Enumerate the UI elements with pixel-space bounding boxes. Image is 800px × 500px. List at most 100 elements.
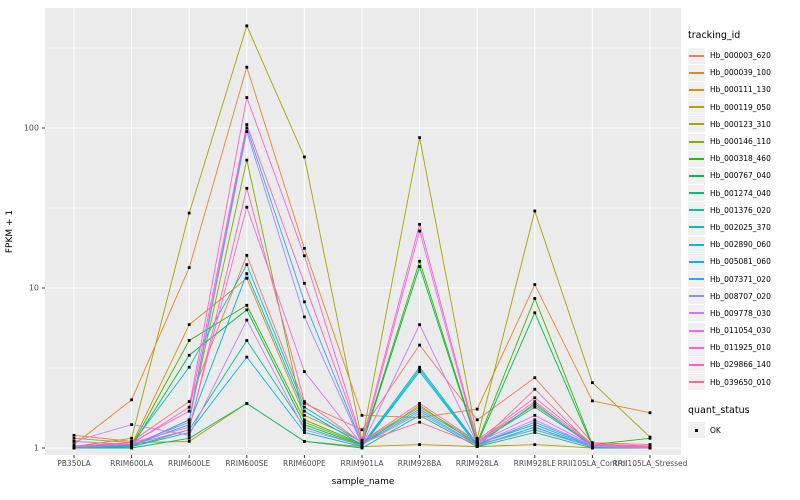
data-point bbox=[187, 365, 191, 369]
legend-item: Hb_007371_020 bbox=[688, 270, 800, 288]
data-point bbox=[533, 405, 537, 409]
legend-item-label: Hb_002025_370 bbox=[710, 222, 771, 232]
x-tick-label: RRIM600SE bbox=[225, 459, 268, 468]
data-point bbox=[303, 431, 306, 434]
data-point bbox=[72, 433, 76, 437]
legend-line-icon bbox=[689, 312, 704, 315]
legend-item: Hb_002025_370 bbox=[688, 219, 800, 236]
data-point bbox=[418, 323, 421, 327]
data-point bbox=[303, 155, 306, 159]
legend-item-label: Hb_000003_620 bbox=[710, 51, 771, 61]
data-point bbox=[245, 65, 249, 69]
data-point bbox=[591, 442, 594, 446]
data-point bbox=[533, 425, 537, 429]
data-point bbox=[130, 423, 133, 427]
data-point bbox=[245, 339, 249, 342]
data-point bbox=[72, 445, 76, 449]
legend-item-label: Hb_000146_110 bbox=[710, 137, 771, 147]
data-point bbox=[418, 409, 421, 413]
legend-line-icon bbox=[689, 174, 704, 177]
data-point bbox=[303, 401, 306, 405]
data-point bbox=[591, 444, 594, 448]
data-point bbox=[303, 428, 306, 432]
data-point bbox=[360, 441, 364, 445]
data-point bbox=[533, 420, 537, 424]
data-point bbox=[130, 441, 133, 445]
legend-key-swatch bbox=[688, 167, 705, 184]
legend-item: Hb_000111_130 bbox=[688, 81, 800, 98]
data-point bbox=[303, 418, 306, 422]
x-tick-label: RRIM901LA bbox=[341, 459, 385, 468]
data-point bbox=[533, 283, 537, 287]
data-point bbox=[418, 229, 421, 233]
data-point bbox=[418, 259, 421, 263]
legend-item-label: Hb_000123_310 bbox=[710, 119, 771, 129]
data-point bbox=[245, 24, 249, 28]
data-point bbox=[245, 318, 249, 322]
data-point bbox=[533, 403, 537, 407]
legend-item-label: Hb_011925_010 bbox=[710, 343, 771, 353]
legend-key-swatch bbox=[688, 99, 705, 116]
data-point bbox=[187, 433, 191, 437]
legend-line-icon bbox=[689, 192, 704, 195]
legend-key-swatch bbox=[688, 356, 705, 373]
legend-item-label: OK bbox=[710, 425, 721, 435]
legend-line-icon bbox=[689, 260, 704, 263]
data-point bbox=[418, 365, 421, 369]
legend-item-label: Hb_009778_030 bbox=[710, 308, 771, 318]
legend-line-icon bbox=[689, 243, 704, 246]
data-point bbox=[303, 246, 306, 250]
data-point bbox=[533, 387, 537, 391]
data-point bbox=[418, 413, 421, 417]
legend-item-label: Hb_039650_010 bbox=[710, 377, 771, 387]
data-point bbox=[418, 443, 421, 447]
legend-items-tracking: Hb_000003_620 Hb_000039_100 Hb_000111_130 H… bbox=[688, 47, 800, 391]
data-point bbox=[303, 315, 306, 319]
data-point bbox=[475, 443, 479, 447]
legend-key-swatch bbox=[688, 219, 705, 236]
legend-key-swatch bbox=[688, 322, 705, 339]
data-point bbox=[360, 443, 364, 447]
data-point bbox=[303, 400, 306, 403]
plot-panel bbox=[45, 8, 681, 455]
data-point bbox=[591, 399, 594, 403]
data-point bbox=[245, 355, 249, 359]
legend-item: Hb_029866_140 bbox=[688, 356, 800, 373]
legend-item-label: Hb_007371_020 bbox=[710, 274, 771, 284]
data-point bbox=[475, 418, 479, 422]
legend-line-icon bbox=[689, 329, 704, 332]
legend-item-label: Hb_000039_100 bbox=[710, 68, 771, 78]
data-point bbox=[303, 300, 306, 304]
data-point bbox=[245, 186, 249, 190]
data-point bbox=[591, 381, 594, 385]
data-point bbox=[303, 281, 306, 285]
data-point bbox=[418, 403, 421, 407]
legend-item: Hb_001274_040 bbox=[688, 185, 800, 202]
data-point bbox=[533, 401, 537, 405]
y-tick-label: 10 bbox=[29, 284, 39, 293]
data-point bbox=[533, 418, 537, 422]
x-axis-title: sample_name bbox=[332, 477, 395, 487]
data-point bbox=[303, 254, 306, 258]
legend-item-label: Hb_000318_460 bbox=[710, 154, 771, 164]
legend-item-label: Hb_001376_020 bbox=[710, 205, 771, 215]
x-tick-label: RRIM600LA bbox=[110, 459, 154, 468]
data-point bbox=[187, 405, 191, 409]
data-point bbox=[418, 405, 421, 409]
data-point bbox=[648, 436, 652, 440]
legend-key-swatch bbox=[688, 185, 705, 202]
quant-key-swatch bbox=[688, 422, 705, 439]
legend-item: Hb_000003_620 bbox=[688, 47, 800, 64]
data-point bbox=[245, 126, 249, 130]
data-point bbox=[533, 413, 537, 417]
data-point bbox=[187, 428, 191, 432]
data-point bbox=[533, 443, 537, 447]
data-point bbox=[648, 445, 652, 449]
data-point bbox=[533, 297, 537, 300]
legend-key-swatch bbox=[688, 271, 705, 288]
data-point bbox=[303, 409, 306, 413]
legend-item: Hb_000146_110 bbox=[688, 133, 800, 150]
data-point bbox=[303, 370, 306, 374]
